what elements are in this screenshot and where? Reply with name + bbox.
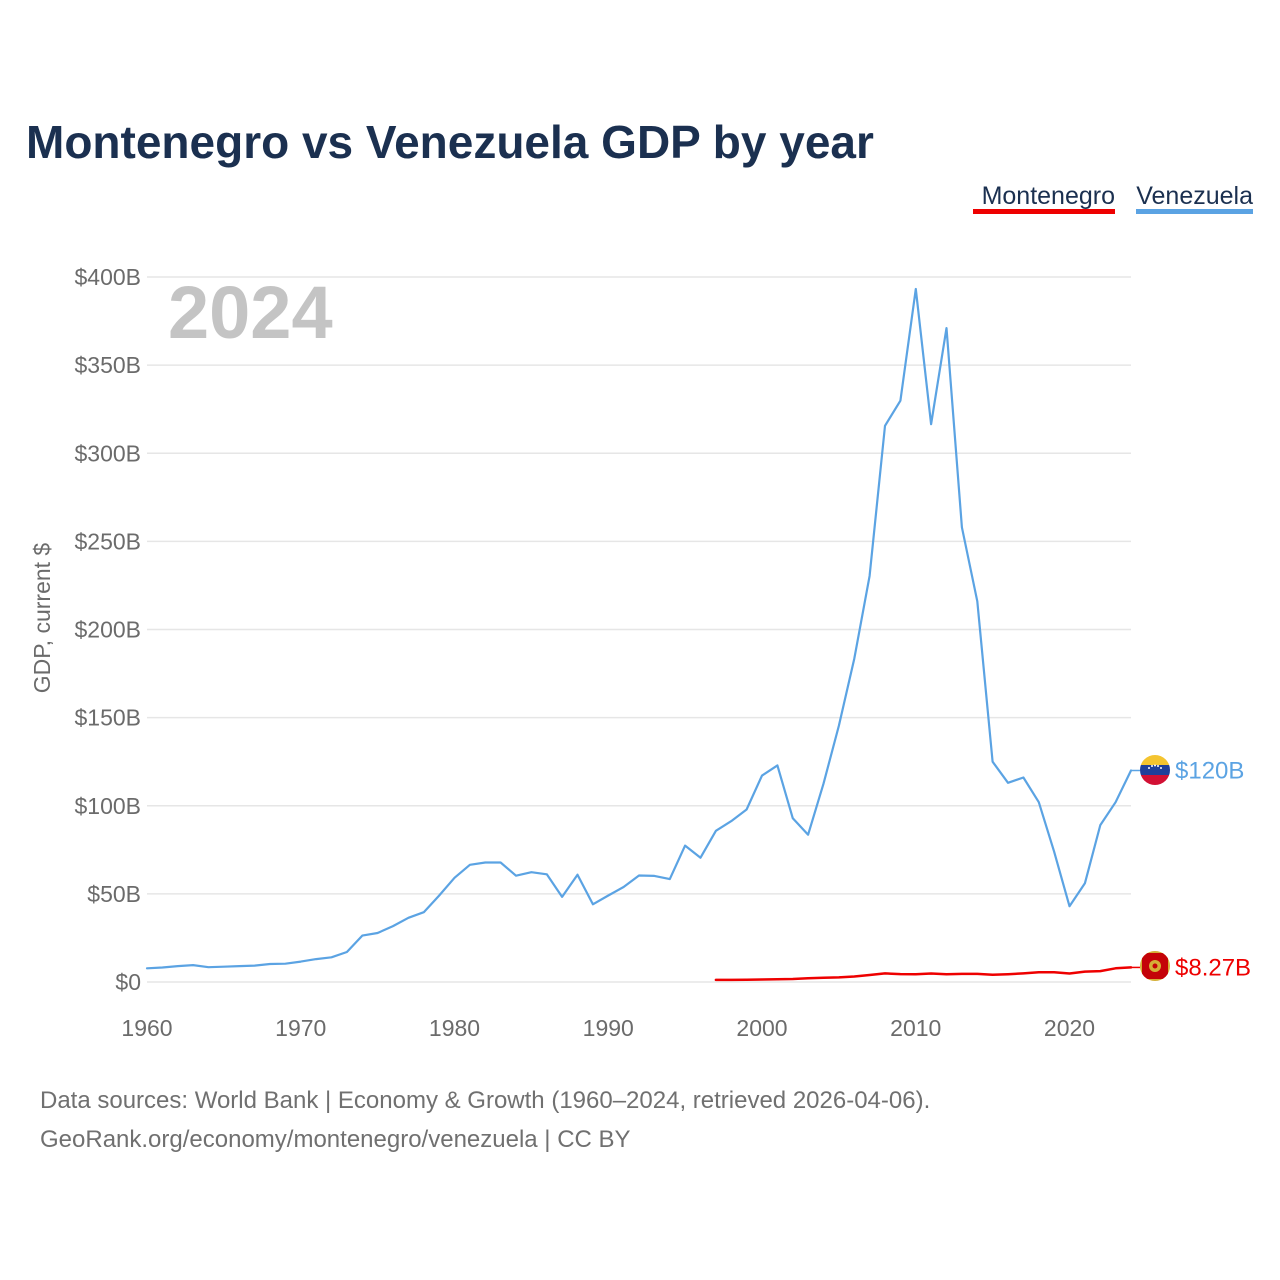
y-tick-label: $50B [87,881,141,907]
legend: Montenegro Venezuela [973,182,1253,214]
x-tick-label: 2010 [890,1015,941,1041]
x-tick-label: 1970 [275,1015,326,1041]
y-tick-label: $250B [74,528,141,554]
x-axis-ticks: 1960 1970 1980 1990 2000 2010 2020 [121,1015,1095,1041]
gridlines [147,276,1131,983]
y-tick-label: $200B [74,617,141,643]
x-tick-label: 1990 [583,1015,634,1041]
x-tick-label: 2000 [736,1015,787,1041]
chart-title: Montenegro vs Venezuela GDP by year [26,116,874,168]
source-line-1: Data sources: World Bank | Economy & Gro… [40,1087,930,1114]
montenegro-flag-icon [1140,951,1170,981]
y-axis-label: GDP, current $ [29,543,55,694]
y-tick-label: $350B [74,352,141,378]
series-lines [145,287,1133,982]
x-tick-label: 2020 [1044,1015,1095,1041]
x-tick-label: 1980 [429,1015,480,1041]
series-end-markers: $8.27B $120B [1131,758,1251,981]
y-tick-label: $400B [74,264,141,290]
end-value-label-venezuela: $120B [1175,758,1244,785]
y-tick-label: $100B [74,793,141,819]
source-line-2[interactable]: GeoRank.org/economy/montenegro/venezuela… [40,1126,631,1153]
year-watermark: 2024 [168,271,333,354]
y-tick-label: $300B [74,440,141,466]
legend-item-montenegro[interactable]: Montenegro [973,182,1115,214]
y-axis-ticks: $0 $50B $100B $150B $200B $250B $300B $350B $400… [74,264,141,995]
legend-label-venezuela: Venezuela [1136,182,1253,210]
legend-swatch-montenegro [973,209,1115,214]
x-tick-label: 1960 [121,1015,172,1041]
legend-item-venezuela[interactable]: Venezuela [1136,182,1253,214]
series-line-montenegro[interactable] [714,966,1133,982]
y-tick-label: $150B [74,705,141,731]
series-line-venezuela[interactable] [145,287,1133,970]
legend-label-montenegro: Montenegro [982,182,1115,210]
legend-swatch-venezuela [1136,209,1253,214]
y-tick-label: $0 [115,969,141,995]
end-value-label-montenegro: $8.27B [1175,954,1251,981]
venezuela-flag-icon [1140,755,1170,785]
